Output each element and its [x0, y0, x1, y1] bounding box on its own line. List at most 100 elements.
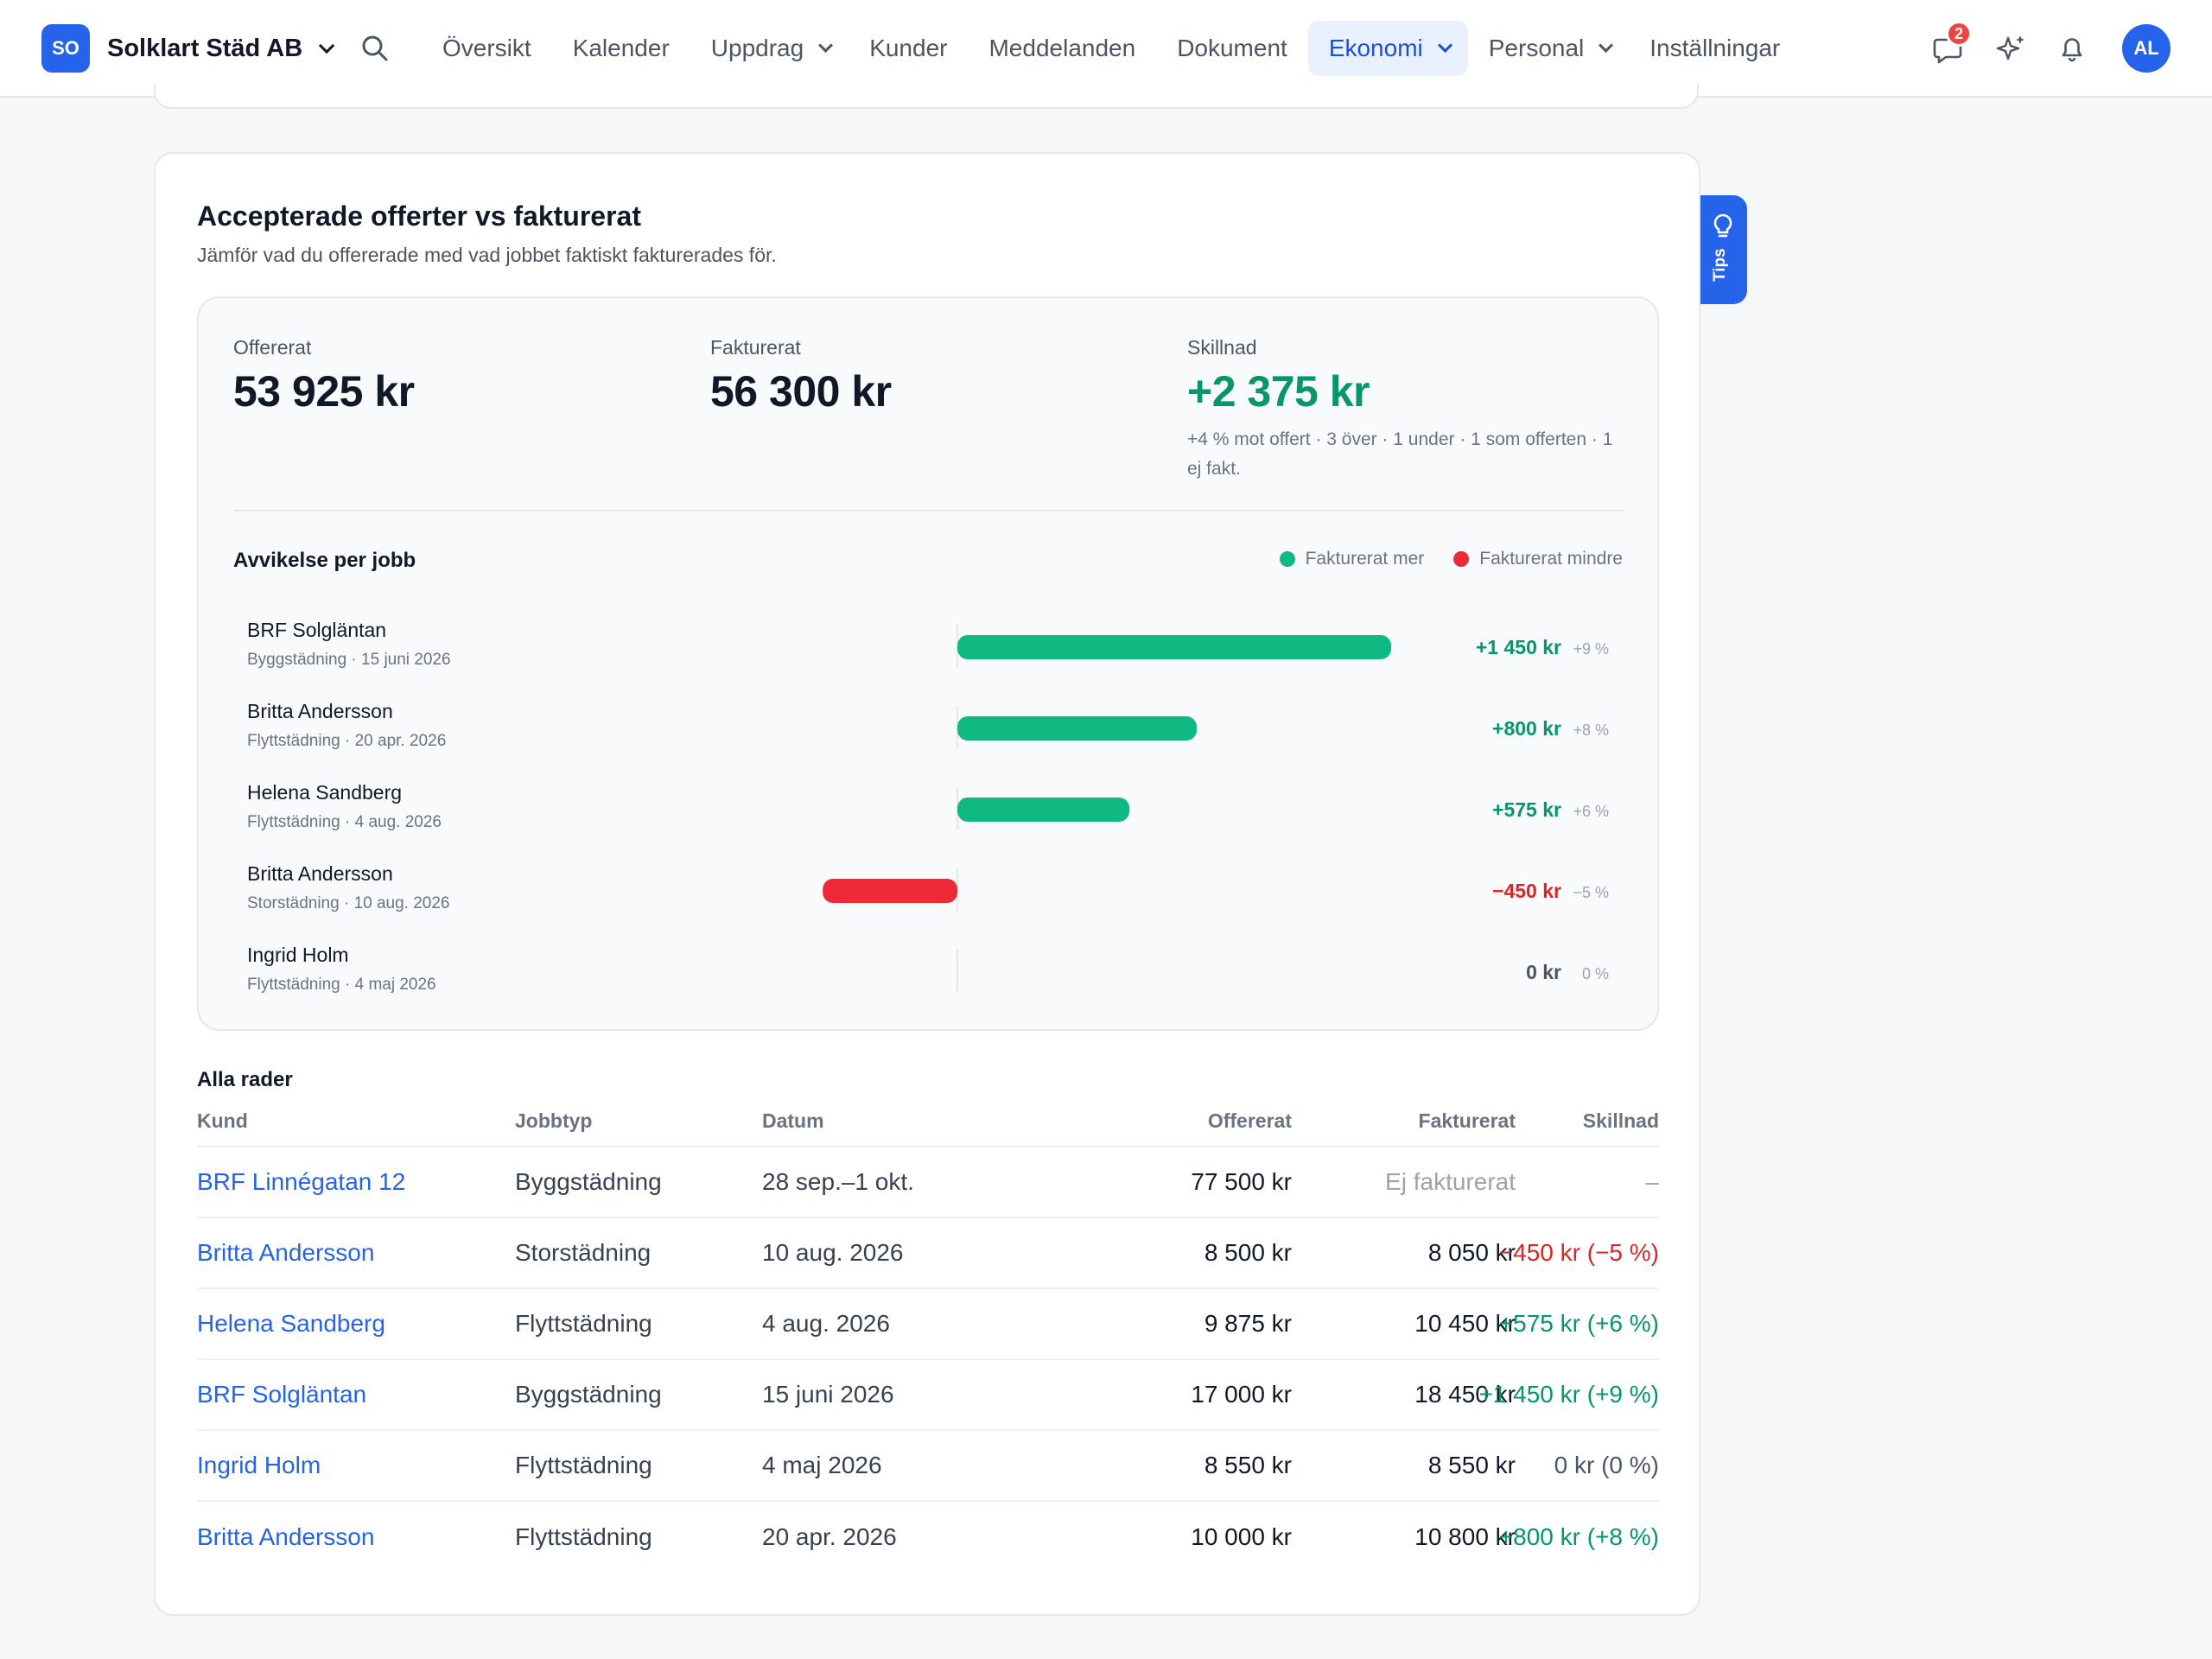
chart-pct-label: +9 %	[1573, 640, 1609, 658]
cell-skillnad: –	[1645, 1168, 1659, 1195]
nav-item-3[interactable]: Kunder	[849, 21, 968, 76]
customer-link[interactable]: Britta Andersson	[197, 1239, 375, 1266]
quote-vs-invoice-card: Accepterade offerter vs fakturerat Jämfö…	[154, 152, 1700, 1616]
cell-skillnad: +575 kr (+6 %)	[1498, 1310, 1659, 1337]
cell-fakturerat: 8 550 kr	[1427, 1452, 1516, 1478]
stat-offered-label: Offererat	[233, 336, 312, 359]
nav-item-7[interactable]: Personal	[1468, 21, 1630, 76]
chevron-down-icon	[318, 37, 335, 54]
stat-invoiced-label: Fakturerat	[710, 336, 801, 359]
chart-row-meta: Byggstädning · 15 juni 2026	[247, 651, 451, 669]
column-header[interactable]: Offererat	[1207, 1109, 1292, 1132]
table-row: Helena Sandberg Flyttstädning 4 aug. 2026 9…	[197, 1289, 1659, 1360]
cell-datum: 15 juni 2026	[762, 1381, 894, 1408]
cell-offererat: 8 500 kr	[1204, 1239, 1292, 1266]
cell-jobbtyp: Storstädning	[515, 1239, 652, 1266]
legend-label-less: Fakturerat mindre	[1479, 549, 1623, 569]
table-row: Britta Andersson Flyttstädning 20 apr. 202…	[197, 1502, 1659, 1573]
cell-fakturerat: Ej fakturerat	[1385, 1168, 1516, 1195]
table-row: BRF Solgläntan Byggstädning 15 juni 2026 17…	[197, 1360, 1659, 1431]
chart-row-meta: Flyttstädning · 4 aug. 2026	[247, 813, 442, 831]
cell-offererat: 8 550 kr	[1204, 1452, 1292, 1478]
stat-invoiced-value: 56 300 kr	[710, 367, 892, 416]
cell-jobbtyp: Flyttstädning	[515, 1452, 652, 1478]
chart-row-name: Helena Sandberg	[247, 781, 402, 804]
customer-link[interactable]: BRF Linnégatan 12	[197, 1168, 406, 1195]
legend-item-more: Fakturerat mer	[1279, 549, 1425, 569]
cell-fakturerat: 10 450 kr	[1414, 1310, 1516, 1337]
column-header[interactable]: Datum	[762, 1109, 824, 1132]
cell-datum: 4 maj 2026	[762, 1452, 882, 1478]
nav-item-label: Ekonomi	[1328, 35, 1423, 61]
chart-pct-label: +8 %	[1573, 721, 1609, 739]
chart-bar	[957, 716, 1197, 741]
column-header[interactable]: Kund	[197, 1109, 248, 1132]
cell-offererat: 10 000 kr	[1191, 1523, 1292, 1550]
nav-item-2[interactable]: Uppdrag	[690, 21, 849, 76]
column-header[interactable]: Skillnad	[1582, 1109, 1659, 1132]
table-row: Ingrid Holm Flyttstädning 4 maj 2026 8 550 …	[197, 1431, 1659, 1502]
nav-item-4[interactable]: Meddelanden	[968, 21, 1156, 76]
customer-link[interactable]: Helena Sandberg	[197, 1310, 385, 1337]
search-icon[interactable]	[359, 33, 391, 64]
cell-datum: 4 aug. 2026	[762, 1310, 890, 1337]
column-header[interactable]: Fakturerat	[1418, 1109, 1516, 1132]
chart-pct-label: −5 %	[1573, 884, 1609, 901]
deviation-chart: BRF Solgläntan Byggstädning · 15 juni 202…	[247, 619, 1609, 994]
chart-pct-label: 0 %	[1582, 965, 1609, 982]
cell-skillnad: 0 kr (0 %)	[1554, 1452, 1659, 1478]
company-switcher[interactable]: Solklart Städ AB	[107, 29, 335, 67]
messages-badge: 2	[1946, 21, 1972, 47]
chart-title: Avvikelse per jobb	[233, 549, 416, 572]
legend-item-less: Fakturerat mindre	[1453, 549, 1623, 569]
tips-tab[interactable]: Tips	[1699, 195, 1747, 304]
customer-link[interactable]: Ingrid Holm	[197, 1452, 321, 1478]
nav-item-1[interactable]: Kalender	[552, 21, 690, 76]
top-navigation: SO Solklart Städ AB Översikt Kalender Uppd…	[0, 0, 2212, 98]
chart-bar	[823, 879, 957, 903]
column-header[interactable]: Jobbtyp	[515, 1109, 593, 1132]
card-subtitle: Jämför vad du offererade med vad jobbet …	[197, 244, 777, 266]
cell-fakturerat: 10 800 kr	[1414, 1523, 1516, 1550]
chart-row-name: Ingrid Holm	[247, 944, 349, 966]
cell-skillnad: +1 450 kr (+9 %)	[1478, 1381, 1659, 1408]
nav-item-label: Dokument	[1177, 35, 1287, 61]
cell-datum: 28 sep.–1 okt.	[762, 1168, 914, 1195]
cell-skillnad: +800 kr (+8 %)	[1498, 1523, 1659, 1550]
nav-item-5[interactable]: Dokument	[1156, 21, 1308, 76]
user-avatar[interactable]: AL	[2122, 24, 2171, 73]
company-name: Solklart Städ AB	[107, 34, 303, 62]
nav-item-label: Kalender	[572, 35, 670, 61]
bell-icon[interactable]	[2055, 31, 2089, 66]
customer-link[interactable]: Britta Andersson	[197, 1523, 375, 1550]
sparkle-icon[interactable]	[1994, 31, 2029, 66]
cell-datum: 20 apr. 2026	[762, 1523, 897, 1550]
cell-offererat: 9 875 kr	[1204, 1310, 1292, 1337]
chart-pct-label: +6 %	[1573, 803, 1609, 820]
chart-value-label: −450 kr	[1492, 880, 1561, 902]
nav-item-label: Översikt	[442, 35, 531, 61]
customer-link[interactable]: BRF Solgläntan	[197, 1381, 367, 1408]
cell-offererat: 17 000 kr	[1191, 1381, 1292, 1408]
nav-item-0[interactable]: Översikt	[422, 21, 552, 76]
chart-value-label: +1 450 kr	[1476, 636, 1561, 658]
all-rows-table: Kund Jobbtyp Datum Offererat Fakturerat Skill…	[197, 1096, 1659, 1573]
chart-row-name: BRF Solgläntan	[247, 619, 386, 641]
cell-jobbtyp: Flyttstädning	[515, 1310, 652, 1337]
table-row: BRF Linnégatan 12 Byggstädning 28 sep.–1 o…	[197, 1147, 1659, 1218]
table-header-row: Kund Jobbtyp Datum Offererat Fakturerat Skill…	[197, 1096, 1659, 1147]
nav-item-6[interactable]: Ekonomi	[1307, 21, 1468, 76]
cell-jobbtyp: Byggstädning	[515, 1168, 662, 1195]
cell-skillnad: −450 kr (−5 %)	[1498, 1239, 1659, 1266]
chart-legend: Fakturerat mer Fakturerat mindre	[1279, 549, 1623, 569]
company-logo[interactable]: SO	[41, 24, 90, 73]
chart-value-label: 0 kr	[1526, 961, 1561, 983]
legend-dot-positive	[1279, 551, 1295, 567]
nav-item-8[interactable]: Inställningar	[1629, 21, 1801, 76]
chevron-down-icon	[818, 37, 834, 53]
chart-row-name: Britta Andersson	[247, 862, 393, 885]
chart-value-label: +800 kr	[1492, 717, 1561, 740]
stat-offered-value: 53 925 kr	[233, 367, 415, 416]
legend-label-more: Fakturerat mer	[1305, 549, 1425, 569]
card-title: Accepterade offerter vs fakturerat	[197, 200, 641, 232]
